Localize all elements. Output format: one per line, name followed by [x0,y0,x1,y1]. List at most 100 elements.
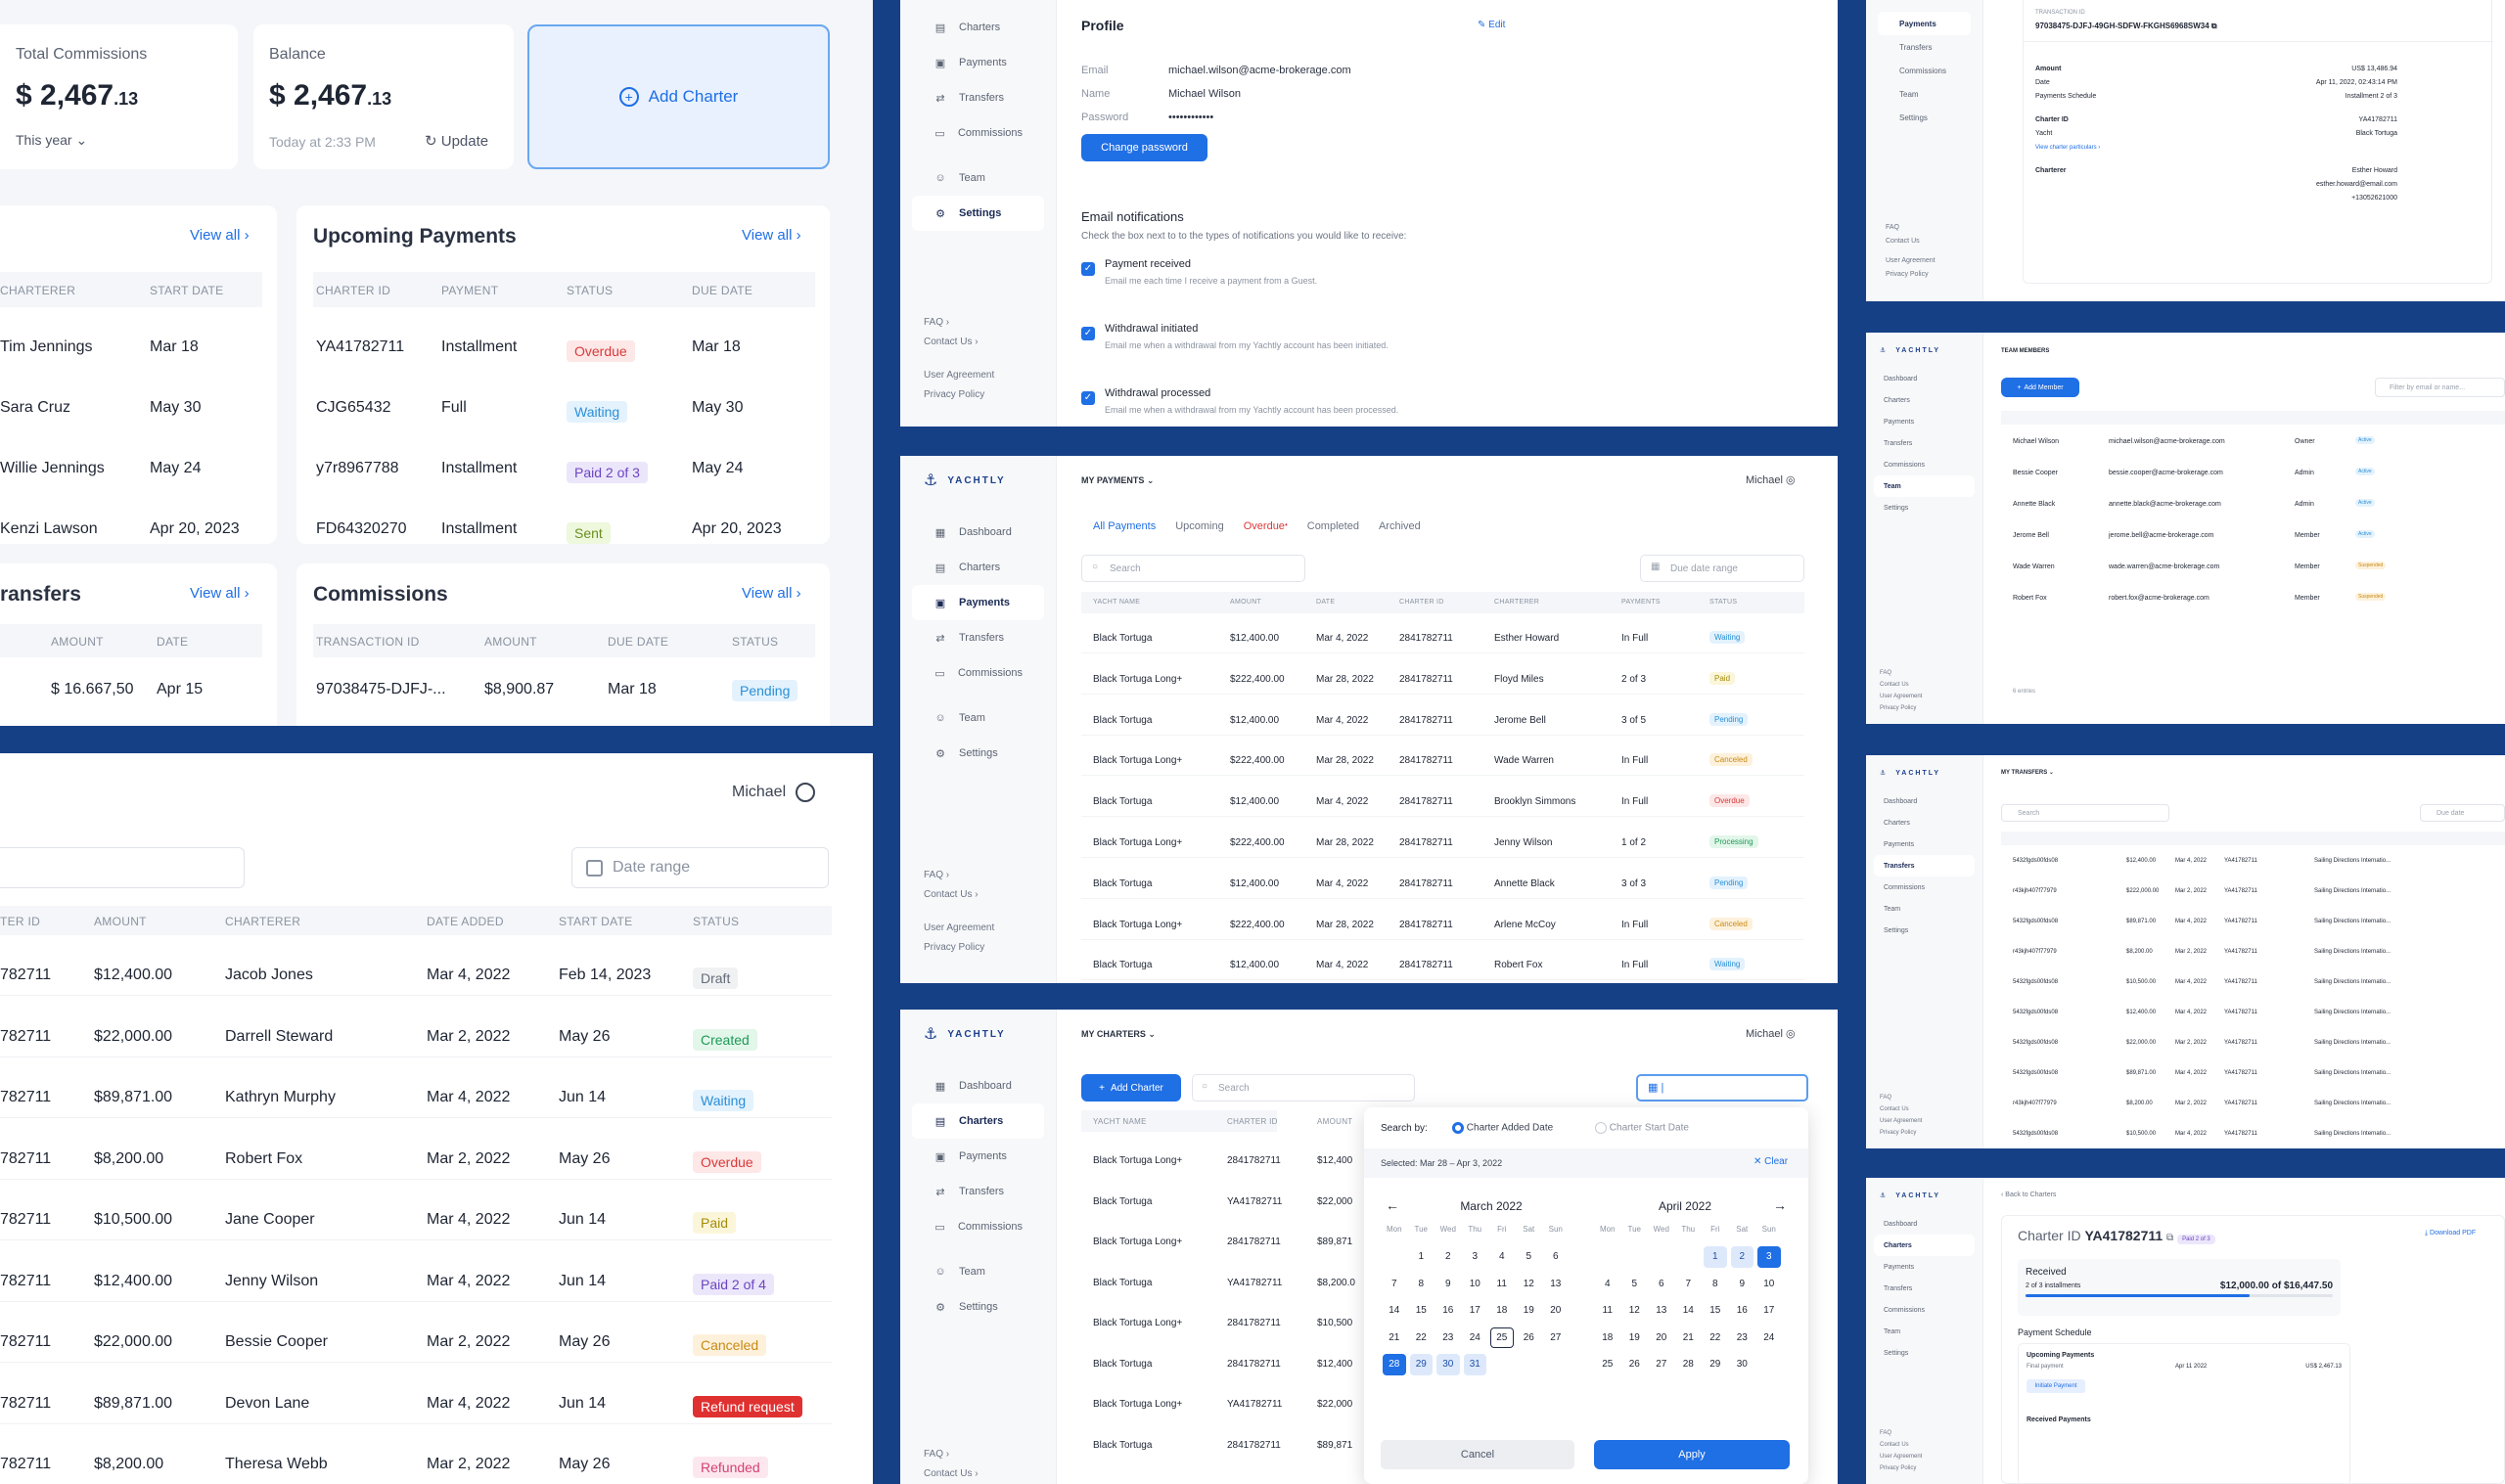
faq-link[interactable]: FAQ › [924,1449,950,1460]
tab-upcoming[interactable]: Upcoming [1175,520,1224,532]
view-charter-link[interactable]: View charter particulars › [2035,145,2101,151]
sidebar-item-dashboard[interactable]: ▦ Dashboard [912,515,1044,550]
user-agreement-link[interactable]: User Agreement [1880,1454,1923,1460]
update-button[interactable]: ↻ Update [425,132,488,150]
sidebar-item-charters[interactable]: Charters [1874,389,1975,411]
privacy-link[interactable]: Privacy Policy [1886,271,1929,278]
clear-button[interactable]: ✕ Clear [1754,1156,1789,1167]
calendar-day[interactable]: 12 [1628,1305,1640,1317]
faq-link[interactable]: FAQ [1880,1095,1892,1101]
calendar-day[interactable]: 23 [1442,1331,1454,1343]
sidebar-item-commissions[interactable]: ▭ Commissions [912,115,1044,151]
calendar-day[interactable]: 3 [1757,1246,1781,1268]
search-input[interactable]: ○ Search [1192,1074,1415,1102]
table-row[interactable]: Black Tortuga Long+ $222,400.00 Mar 28, 20… [1081,829,1804,858]
brand-logo[interactable]: ⚓ YACHTLY [1866,755,1982,790]
page-title[interactable]: MY CHARTERS ⌄ [1081,1029,1156,1040]
date-range-input[interactable]: Date range [571,847,829,888]
calendar-day[interactable]: 18 [1496,1305,1508,1317]
calendar-day[interactable]: 28 [1682,1359,1694,1371]
calendar-day[interactable]: 21 [1389,1331,1400,1343]
calendar-day[interactable]: 7 [1685,1278,1692,1289]
add-charter-card[interactable]: + Add Charter [527,24,830,169]
contact-link[interactable]: Contact Us › [924,337,979,347]
view-all-link[interactable]: View all › [190,227,250,244]
calendar-day[interactable]: 6 [1658,1278,1664,1289]
table-row[interactable]: Black Tortuga $12,400.00 Mar 4, 2022 284178… [1081,624,1804,653]
sidebar-item-transfers[interactable]: Transfers [1874,1278,1975,1299]
table-row[interactable]: YA41782711 Installment Overdue Mar 18 [296,329,830,368]
tab-archived[interactable]: Archived [1378,520,1421,532]
sidebar-item-transfers[interactable]: Transfers [1874,855,1975,877]
sidebar-item-team[interactable]: Team [1878,82,1971,106]
table-row[interactable]: Black Tortuga $12,400.00 Mar 4, 2022 284178… [1081,787,1804,818]
calendar-day[interactable]: 22 [1415,1331,1427,1343]
calendar-day[interactable]: 15 [1415,1305,1427,1317]
user-agreement-link[interactable]: User Agreement [1880,694,1923,699]
user-agreement-link[interactable]: User Agreement [924,922,995,933]
sidebar-item-payments[interactable]: Payments [1874,1256,1975,1278]
table-row[interactable]: Black Tortuga Long+ $222,400.00 Mar 28, 20… [1081,911,1804,940]
table-row[interactable]: Black Tortuga Long+ 2841782711 $10,500 [1081,1312,1365,1339]
sidebar-item-payments[interactable]: ▣ Payments [912,45,1044,80]
privacy-link[interactable]: Privacy Policy [1880,1130,1917,1136]
view-all-link[interactable]: View all › [742,585,801,602]
table-row[interactable]: Michael Wilson michael.wilson@acme-broker… [2001,434,2505,454]
search-input[interactable]: Search [2001,804,2169,822]
calendar-day[interactable]: 25 [1490,1327,1514,1348]
sidebar-item-payments[interactable]: Payments [1874,833,1975,855]
calendar-day[interactable]: 25 [1602,1359,1614,1371]
table-row[interactable]: Black Tortuga 2841782711 $12,400 [1081,1353,1365,1380]
sidebar-item-settings[interactable]: ⚙ Settings [912,1289,1044,1325]
radio-added-date[interactable]: Charter Added Date [1452,1122,1553,1134]
sidebar-item-team[interactable]: ☺ Team [912,160,1044,196]
calendar-day[interactable]: 1 [1704,1246,1727,1268]
copy-icon[interactable]: ⧉ [2166,1233,2174,1243]
faq-link[interactable]: FAQ [1880,670,1892,676]
sidebar-item-transfers[interactable]: ⇄ Transfers [912,80,1044,115]
calendar-day[interactable]: 30 [1436,1354,1460,1375]
calendar-day[interactable]: 4 [1604,1278,1611,1289]
contact-link[interactable]: Contact Us [1880,1106,1909,1112]
checkbox-checked-icon[interactable]: ✓ [1081,261,1095,276]
calendar-day[interactable]: 22 [1709,1331,1721,1343]
calendar-day[interactable]: 13 [1550,1278,1562,1289]
table-row[interactable]: 5432fgds00fds08 $22,000.00 Mar 2, 2022 YA41… [2001,1037,2505,1055]
calendar-day[interactable]: 27 [1656,1359,1667,1371]
calendar-day[interactable]: 18 [1602,1331,1614,1343]
calendar-day[interactable]: 8 [1711,1278,1718,1289]
calendar-day[interactable]: 20 [1550,1305,1562,1317]
notif-payment-received[interactable]: ✓ Payment received Email me each time I … [1081,258,1317,286]
privacy-link[interactable]: Privacy Policy [924,942,985,953]
radio-start-date[interactable]: Charter Start Date [1595,1122,1689,1134]
table-row[interactable]: 782711 $89,871.00 Kathryn Murphy Mar 4, 202… [0,1079,832,1118]
view-all-link[interactable]: View all › [742,227,801,244]
edit-button[interactable]: ✎ Edit [1478,20,1505,30]
tab-all-payments[interactable]: All Payments [1093,520,1157,532]
calendar-day[interactable]: 31 [1463,1354,1486,1375]
table-row[interactable]: Black Tortuga Long+ 2841782711 $12,400 [1081,1149,1365,1177]
table-row[interactable]: Bessie Cooper bessie.cooper@acme-brokerag… [2001,466,2505,485]
contact-link[interactable]: Contact Us [1880,1442,1909,1448]
faq-link[interactable]: FAQ › [924,870,950,880]
table-row[interactable]: r43kjh407f77979 $222,000.00 Mar 2, 2022 YA4… [2001,885,2505,903]
page-title[interactable]: MY TRANSFERS ⌄ [2001,770,2054,776]
brand-logo[interactable]: ⚓ YACHTLY [1866,1178,1982,1213]
sidebar-item-team[interactable]: Team [1874,898,1975,920]
initiate-payment-button[interactable]: Initiate Payment [2027,1379,2085,1393]
user-menu[interactable]: Michael ◎ [1746,1027,1796,1040]
sidebar-item-commissions[interactable]: Commissions [1874,877,1975,898]
calendar-day[interactable]: 28 [1383,1354,1406,1375]
calendar-day[interactable]: 14 [1682,1305,1694,1317]
table-row[interactable]: Black Tortuga YA41782711 $22,000 [1081,1191,1365,1218]
table-row[interactable]: Annette Black annette.black@acme-brokerag… [2001,497,2505,517]
table-row[interactable]: r43kjh407f77979 $8,200.00 Mar 2, 2022 YA417… [2001,1098,2505,1115]
calendar-day[interactable]: 26 [1523,1331,1534,1343]
cancel-button[interactable]: Cancel [1381,1440,1574,1469]
table-row[interactable]: Jerome Bell jerome.bell@acme-brokerage.co… [2001,528,2505,548]
prev-month-icon[interactable]: ← [1386,1197,1399,1213]
calendar-day[interactable]: 17 [1469,1305,1480,1317]
calendar-day[interactable]: 4 [1498,1251,1505,1263]
contact-link[interactable]: Contact Us [1880,682,1909,688]
tab-completed[interactable]: Completed [1306,520,1359,532]
